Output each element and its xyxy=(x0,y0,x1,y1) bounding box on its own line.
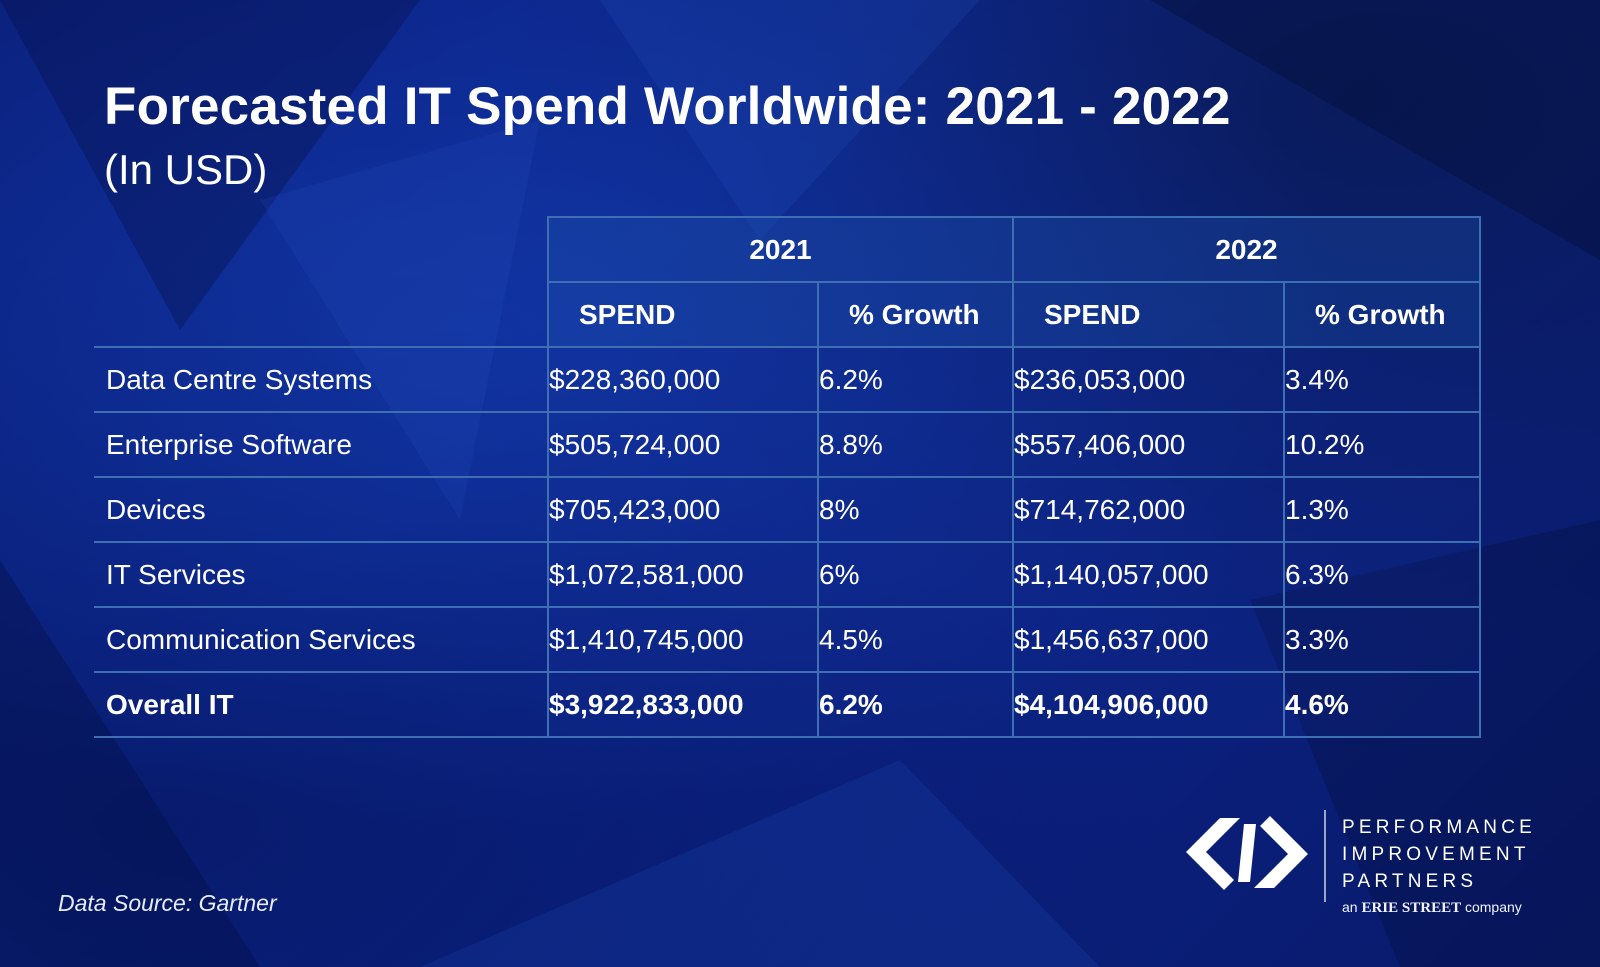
column-header-row: SPEND % Growth SPEND % Growth xyxy=(94,281,1481,348)
cell-spend-2022: $236,053,000 xyxy=(1012,346,1285,413)
row-label: IT Services xyxy=(94,541,549,608)
cell-growth-2021: 8.8% xyxy=(817,411,1014,478)
cell-growth-2021: 4.5% xyxy=(817,606,1014,673)
table-row: Data Centre Systems $228,360,000 6.2% $2… xyxy=(94,346,1481,413)
row-label-total: Overall IT xyxy=(94,671,549,738)
cell-spend-2021: $228,360,000 xyxy=(547,346,819,413)
cell-spend-2022: $714,762,000 xyxy=(1012,476,1285,543)
cell-spend-2021: $705,423,000 xyxy=(547,476,819,543)
table-row: Communication Services $1,410,745,000 4.… xyxy=(94,606,1481,673)
logo-tagline-brand: ERIE STREET xyxy=(1361,900,1462,916)
column-header-growth-2022: % Growth xyxy=(1283,281,1481,348)
row-label: Enterprise Software xyxy=(94,411,549,478)
company-logo-mark-icon xyxy=(1186,816,1308,890)
row-label: Devices xyxy=(94,476,549,543)
row-label: Communication Services xyxy=(94,606,549,673)
header-corner-blank xyxy=(94,217,548,282)
cell-growth-2022-total: 4.6% xyxy=(1283,671,1481,738)
column-header-growth-2021: % Growth xyxy=(817,281,1014,348)
table-row: Enterprise Software $505,724,000 8.8% $5… xyxy=(94,411,1481,478)
logo-line-1: PERFORMANCE xyxy=(1342,817,1536,838)
cell-spend-2022: $557,406,000 xyxy=(1012,411,1285,478)
cell-growth-2022: 3.4% xyxy=(1283,346,1481,413)
cell-growth-2021: 8% xyxy=(817,476,1014,543)
cell-growth-2022: 3.3% xyxy=(1283,606,1481,673)
it-spend-table: 2021 2022 SPEND % Growth SPEND % Growth … xyxy=(94,216,1481,738)
cell-spend-2021: $1,410,745,000 xyxy=(547,606,819,673)
header-corner-blank-2 xyxy=(94,282,548,347)
year-header-2021: 2021 xyxy=(547,216,1014,283)
cell-growth-2021-total: 6.2% xyxy=(817,671,1014,738)
total-row: Overall IT $3,922,833,000 6.2% $4,104,90… xyxy=(94,671,1481,738)
data-source-note: Data Source: Gartner xyxy=(58,890,277,916)
table-row: IT Services $1,072,581,000 6% $1,140,057… xyxy=(94,541,1481,608)
logo-line-3: PARTNERS xyxy=(1342,871,1478,892)
cell-spend-2022-total: $4,104,906,000 xyxy=(1012,671,1285,738)
year-header-row: 2021 2022 xyxy=(94,216,1481,283)
logo-tagline-prefix: an xyxy=(1342,899,1358,915)
column-header-spend-2022: SPEND xyxy=(1012,281,1285,348)
logo-tagline: an ERIE STREET company xyxy=(1342,899,1536,917)
cell-spend-2021: $505,724,000 xyxy=(547,411,819,478)
cell-spend-2022: $1,456,637,000 xyxy=(1012,606,1285,673)
table-row: Devices $705,423,000 8% $714,762,000 1.3… xyxy=(94,476,1481,543)
cell-spend-2021: $1,072,581,000 xyxy=(547,541,819,608)
page-subtitle: (In USD) xyxy=(104,146,268,193)
column-header-spend-2021: SPEND xyxy=(547,281,819,348)
cell-growth-2022: 1.3% xyxy=(1283,476,1481,543)
page-title: Forecasted IT Spend Worldwide: 2021 - 20… xyxy=(104,77,1231,136)
row-label: Data Centre Systems xyxy=(94,346,549,413)
logo-divider xyxy=(1324,810,1326,902)
cell-growth-2021: 6% xyxy=(817,541,1014,608)
cell-spend-2022: $1,140,057,000 xyxy=(1012,541,1285,608)
cell-growth-2021: 6.2% xyxy=(817,346,1014,413)
cell-growth-2022: 10.2% xyxy=(1283,411,1481,478)
year-header-2022: 2022 xyxy=(1012,216,1481,283)
cell-growth-2022: 6.3% xyxy=(1283,541,1481,608)
logo-tagline-suffix: company xyxy=(1464,899,1522,915)
logo-line-2: IMPROVEMENT xyxy=(1342,844,1530,865)
company-logo-text: PERFORMANCE IMPROVEMENT PARTNERS an ERIE… xyxy=(1342,814,1536,917)
cell-spend-2021-total: $3,922,833,000 xyxy=(547,671,819,738)
